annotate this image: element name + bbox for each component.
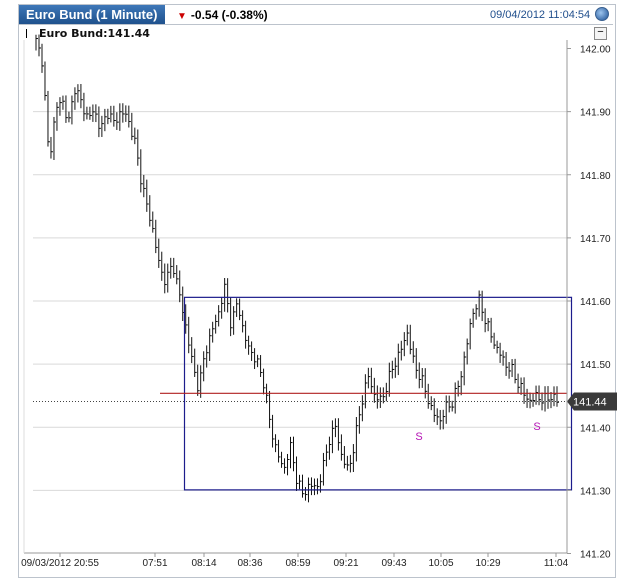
- price-change: ▼ -0.54 (-0.38%): [165, 5, 268, 25]
- grid: [33, 111, 567, 491]
- x-tick-label: 09:43: [381, 558, 406, 569]
- signal-marker: S: [415, 431, 422, 443]
- x-tick-label: 10:29: [475, 558, 500, 569]
- x-tick-label: 08:14: [191, 558, 216, 569]
- signal-marker: S: [533, 421, 540, 433]
- price-bars: [35, 34, 559, 503]
- x-tick-label: 11:04: [544, 558, 569, 569]
- annotations: S S 141.44: [33, 296, 617, 491]
- header-divider: [19, 24, 613, 25]
- legend-label: Euro Bund:141.44: [39, 27, 150, 40]
- down-arrow-icon: ▼: [177, 11, 187, 22]
- x-tick-label: 08:59: [285, 558, 310, 569]
- refresh-icon[interactable]: [595, 7, 609, 21]
- y-tick-label: 141.70: [580, 234, 611, 245]
- y-tick-label: 141.60: [580, 297, 611, 308]
- x-tick-label: 10:05: [428, 558, 453, 569]
- price-tag-box: [567, 392, 617, 411]
- ohlc-glyph-icon: [26, 29, 33, 38]
- price-tag-label: 141.44: [573, 397, 607, 409]
- y-tick-label: 142.00: [580, 45, 611, 56]
- y-tick-label: 141.90: [580, 108, 611, 119]
- y-tick-label: 141.20: [580, 550, 611, 561]
- chart-title: Euro Bund (1 Minute): [19, 5, 165, 25]
- timestamp: 09/04/2012 11:04:54: [490, 9, 591, 21]
- price-change-value: -0.54 (-0.38%): [190, 8, 268, 22]
- y-tick-label: 141.50: [580, 360, 611, 371]
- x-tick-label: 07:51: [142, 558, 167, 569]
- last-price-tag: 141.44: [567, 392, 617, 411]
- x-tick-label: 09/03/2012 20:55: [21, 558, 99, 569]
- collapse-button[interactable]: −: [594, 27, 607, 40]
- x-tick-label: 09:21: [333, 558, 358, 569]
- y-tick-label: 141.40: [580, 423, 611, 434]
- y-tick-label: 141.30: [580, 486, 611, 497]
- legend: Euro Bund:141.44: [26, 27, 150, 40]
- y-tick-label: 141.80: [580, 171, 611, 182]
- axes: 142.00 141.90 141.80 141.70 141.60 141.50 141.…: [21, 40, 611, 569]
- x-tick-label: 08:36: [237, 558, 262, 569]
